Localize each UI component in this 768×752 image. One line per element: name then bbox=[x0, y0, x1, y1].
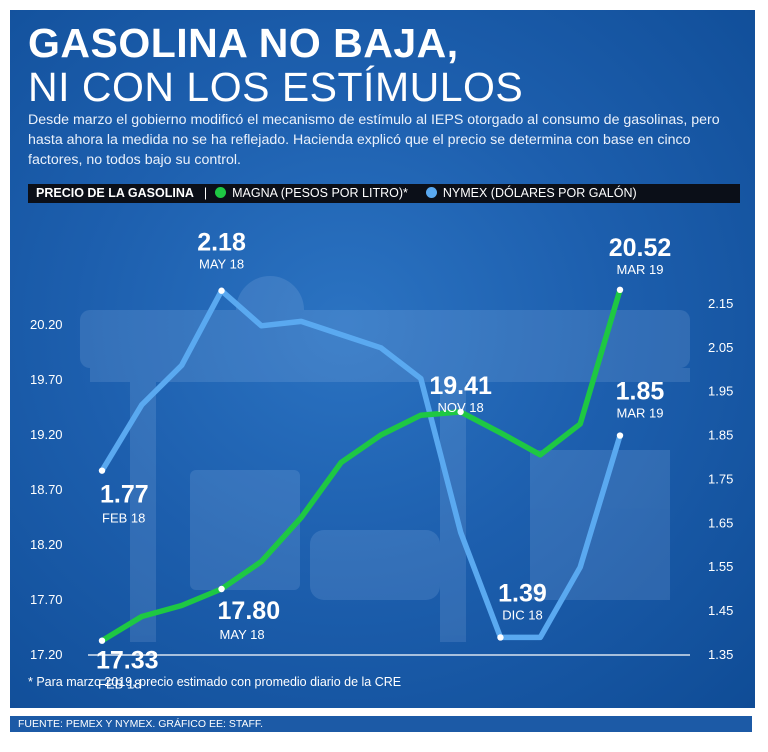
right-axis-tick: 2.15 bbox=[708, 296, 733, 311]
data-label-month: DIC 18 bbox=[502, 607, 542, 622]
legend-dot-nymex bbox=[425, 187, 437, 198]
right-axis-tick: 2.05 bbox=[708, 340, 733, 355]
right-axis-tick: 1.95 bbox=[708, 384, 733, 399]
data-point-marker bbox=[98, 637, 106, 644]
data-point-marker bbox=[497, 634, 504, 641]
left-axis-tick: 17.20 bbox=[30, 647, 63, 662]
right-axis-tick: 1.45 bbox=[708, 603, 733, 618]
legend-dot-magna bbox=[215, 187, 227, 198]
legend-bar: PRECIO DE LA GASOLINA | MAGNA (PESOS POR L… bbox=[28, 184, 740, 203]
data-label-value: 1.77 bbox=[100, 481, 149, 509]
data-label-value: 20.52 bbox=[609, 234, 672, 262]
title-line-1: GASOLINA NO BAJA, bbox=[28, 20, 459, 66]
infographic-card: GASOLINA NO BAJA, NI CON LOS ESTÍMULOS D… bbox=[10, 10, 755, 708]
left-axis-tick: 18.70 bbox=[30, 482, 63, 497]
right-axis-tick: 1.75 bbox=[708, 471, 733, 486]
source-bar: FUENTE: PEMEX Y NYMEX. GRÁFICO EE: STAFF… bbox=[10, 716, 752, 732]
magna-line bbox=[99, 287, 623, 644]
data-label-month: MAR 19 bbox=[617, 262, 664, 277]
data-label-value: 2.18 bbox=[197, 229, 246, 257]
left-axis-tick: 19.70 bbox=[30, 372, 63, 387]
data-label-month: MAR 19 bbox=[617, 406, 664, 421]
intro-text: Desde marzo el gobierno modificó el meca… bbox=[28, 112, 720, 168]
legend-item-nymex: NYMEX (DÓLARES POR GALÓN) bbox=[425, 186, 637, 200]
left-axis-tick: 20.20 bbox=[30, 317, 63, 332]
data-point-marker bbox=[98, 467, 106, 474]
data-label-month: FEB 18 bbox=[102, 511, 145, 526]
data-label-value: 17.80 bbox=[218, 597, 281, 625]
footnote: * Para marzo 2019, precio estimado con p… bbox=[28, 675, 402, 689]
data-label-value: 17.33 bbox=[96, 647, 159, 675]
right-axis-tick: 1.35 bbox=[708, 647, 733, 662]
data-label-value: 1.85 bbox=[616, 378, 665, 406]
data-point-marker bbox=[457, 408, 464, 416]
data-point-marker bbox=[616, 286, 624, 293]
legend-separator: | bbox=[203, 186, 208, 200]
data-label-value: 19.41 bbox=[429, 372, 492, 400]
left-axis-tick: 19.20 bbox=[30, 427, 63, 442]
data-label-month: MAY 18 bbox=[220, 627, 265, 642]
title-line-2: NI CON LOS ESTÍMULOS bbox=[28, 64, 524, 110]
right-axis-tick: 1.65 bbox=[708, 515, 733, 530]
legend-label-magna: MAGNA (PESOS POR LITRO)* bbox=[232, 186, 408, 200]
legend-label-nymex: NYMEX (DÓLARES POR GALÓN) bbox=[442, 186, 637, 200]
gas-station-background bbox=[80, 276, 690, 642]
nymex-line bbox=[99, 287, 623, 641]
data-point-marker bbox=[616, 432, 624, 439]
line-chart: 20.20 19.70 19.20 18.70 18.20 17.70 17.20 2.15 2… bbox=[30, 229, 733, 692]
right-axis-tick: 1.55 bbox=[708, 559, 733, 574]
data-label-month: MAY 18 bbox=[199, 257, 244, 272]
data-label-month: NOV 18 bbox=[437, 400, 483, 415]
data-point-marker bbox=[218, 287, 225, 294]
legend-item-magna: MAGNA (PESOS POR LITRO)* bbox=[215, 186, 408, 200]
legend-title: PRECIO DE LA GASOLINA bbox=[36, 186, 194, 200]
left-axis-tick: 17.70 bbox=[30, 592, 63, 607]
right-axis-tick: 1.85 bbox=[708, 428, 733, 443]
data-label-month: FEB 18 bbox=[98, 677, 141, 692]
left-axis-tick: 18.20 bbox=[30, 537, 63, 552]
data-label-value: 1.39 bbox=[498, 579, 547, 607]
data-point-marker bbox=[218, 585, 225, 593]
